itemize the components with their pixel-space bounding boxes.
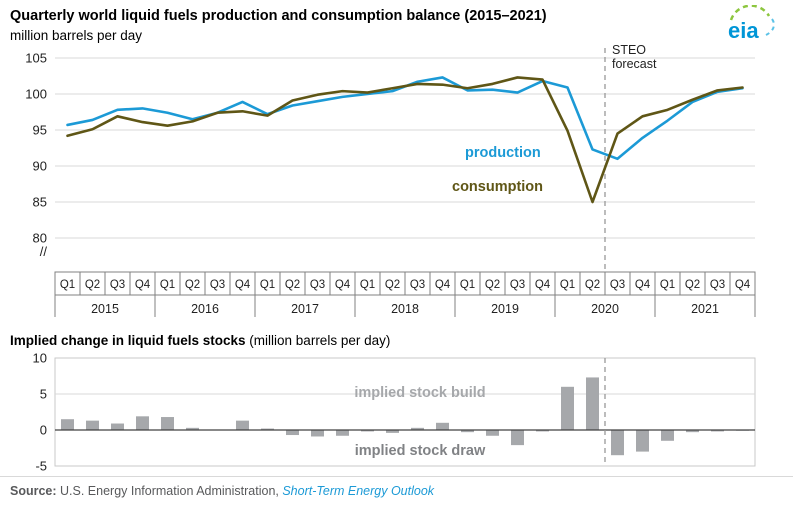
stock-change-bar: [161, 417, 174, 430]
stocks-chart-title-units: (million barrels per day): [245, 333, 391, 348]
stock-change-bar: [286, 430, 299, 436]
y-axis-tick-label: 5: [40, 387, 47, 402]
stocks-chart-title: Implied change in liquid fuels stocks (m…: [10, 333, 390, 348]
stock-change-bar: [336, 430, 349, 436]
y-axis-tick-label: 0: [40, 423, 47, 438]
quarter-label: Q1: [60, 279, 75, 291]
year-label: 2016: [191, 302, 219, 316]
y-axis-tick-label: 105: [25, 51, 47, 66]
plot-border: [54, 357, 756, 467]
quarter-label: Q3: [610, 279, 625, 291]
stock-change-bar: [536, 430, 549, 432]
y-axis-tick-label: 100: [25, 87, 47, 102]
forecast-label-line1: STEO: [612, 43, 646, 57]
stock-change-bar: [361, 430, 374, 432]
y-axis-tick-label: 85: [33, 195, 47, 210]
quarter-label: Q2: [385, 279, 400, 291]
stock-change-bar: [561, 386, 574, 430]
eia-logo: eia: [719, 4, 781, 45]
stock-change-bar: [311, 430, 324, 437]
source-link[interactable]: Short-Term Energy Outlook: [282, 484, 435, 498]
stock-change-bar: [686, 430, 699, 433]
consumption-line: [66, 76, 744, 204]
quarter-label: Q2: [685, 279, 700, 291]
quarter-label: Q4: [135, 279, 151, 291]
y-axis-tick-label: 90: [33, 159, 47, 174]
stock-change-bar: [111, 423, 124, 430]
implied-stocks-bar-chart: 10 5 0 -5 implied stock build implied stock d…: [33, 351, 756, 474]
stock-draw-label: implied stock draw: [355, 443, 486, 459]
stock-change-bar: [436, 422, 449, 430]
stock-change-bar: [486, 430, 499, 436]
quarter-label: Q1: [360, 279, 375, 291]
source-line: Source: U.S. Energy Information Administ…: [0, 476, 793, 498]
logo-text: eia: [728, 18, 759, 43]
logo-swoosh-arc: [765, 18, 775, 36]
stocks-chart-title-main: Implied change in liquid fuels stocks: [10, 333, 246, 348]
stock-change-bar: [586, 377, 599, 430]
quarter-label: Q2: [185, 279, 200, 291]
year-label: 2018: [391, 302, 419, 316]
quarter-label: Q1: [460, 279, 475, 291]
quarter-label: Q1: [160, 279, 175, 291]
units-label: million barrels per day: [10, 28, 143, 43]
source-label: Source:: [10, 484, 57, 498]
quarter-label: Q4: [735, 279, 751, 291]
stock-change-bar: [261, 428, 274, 430]
stock-change-bar: [636, 430, 649, 452]
y-axis-tick-label: 95: [33, 123, 47, 138]
quarter-label: Q3: [110, 279, 125, 291]
quarter-label: Q4: [535, 279, 551, 291]
quarter-label: Q3: [310, 279, 325, 291]
year-label: 2020: [591, 302, 619, 316]
quarter-label: Q4: [335, 279, 351, 291]
year-label: 2019: [491, 302, 519, 316]
quarter-cell: [729, 271, 756, 296]
production-series-label: production: [465, 145, 541, 161]
stock-build-label: implied stock build: [354, 385, 485, 401]
stock-change-bar: [611, 430, 624, 456]
y-axis-tick-label: 10: [33, 351, 47, 366]
stock-change-bar: [661, 430, 674, 441]
stock-change-bar: [411, 427, 424, 430]
y-axis-tick-label: 80: [33, 231, 47, 246]
stock-change-bar: [711, 430, 724, 432]
quarter-label: Q2: [85, 279, 100, 291]
year-label: 2015: [91, 302, 119, 316]
quarter-label: Q4: [235, 279, 251, 291]
y-axis-tick-label: -5: [35, 459, 47, 474]
axis-break-symbol: //: [40, 244, 48, 259]
stock-change-bar: [236, 420, 249, 430]
forecast-label-line2: forecast: [612, 57, 657, 71]
stock-change-bar: [61, 419, 74, 430]
quarter-label: Q1: [260, 279, 275, 291]
quarter-label: Q1: [560, 279, 575, 291]
quarter-label: Q2: [285, 279, 300, 291]
stock-change-bar: [461, 430, 474, 433]
quarter-label: Q4: [435, 279, 451, 291]
year-label: 2021: [691, 302, 719, 316]
quarter-label: Q3: [210, 279, 225, 291]
source-text: U.S. Energy Information Administration,: [56, 484, 283, 498]
stock-change-bar: [136, 416, 149, 430]
stock-change-bar: [386, 430, 399, 433]
eia-logo-graphic: eia: [728, 4, 775, 43]
stock-change-bar: [86, 420, 99, 430]
quarter-label: Q3: [510, 279, 525, 291]
year-label: 2017: [291, 302, 319, 316]
quarter-label: Q3: [410, 279, 425, 291]
stock-change-bar: [186, 427, 199, 430]
quarter-label: Q4: [635, 279, 651, 291]
quarter-label: Q2: [485, 279, 500, 291]
consumption-series-label: consumption: [452, 179, 543, 195]
quarter-label: Q2: [585, 279, 600, 291]
stock-change-bar: [511, 430, 524, 446]
page-title: Quarterly world liquid fuels production …: [10, 8, 547, 24]
quarter-label: Q3: [710, 279, 725, 291]
quarter-label: Q1: [660, 279, 675, 291]
